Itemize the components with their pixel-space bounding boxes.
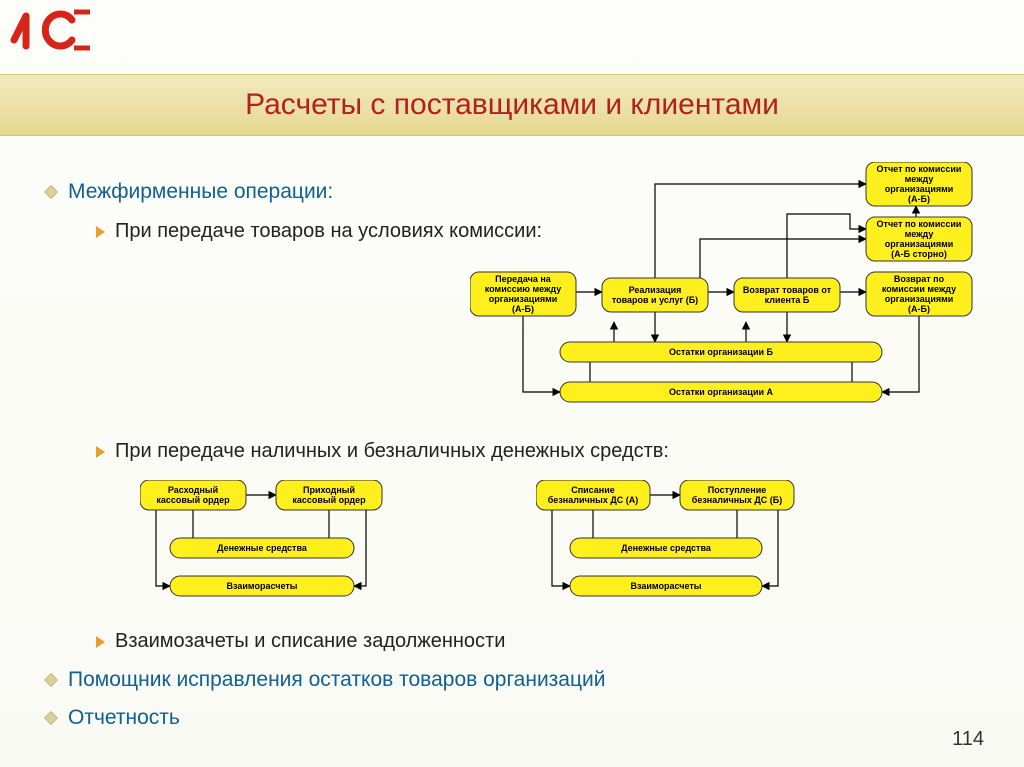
svg-text:Отчет по комиссии: Отчет по комиссии [877,164,962,174]
svg-text:клиента Б: клиента Б [765,295,810,305]
svg-text:комиссию между: комиссию между [485,284,561,294]
svg-text:(А-Б сторно): (А-Б сторно) [891,249,947,259]
logo-1c [10,6,92,59]
svg-text:Денежные средства: Денежные средства [621,543,712,553]
bullet-l2-vzaimozachety: Взаимозачеты и списание задолженности [96,630,505,653]
svg-text:между: между [905,174,934,184]
bullet-l1-mezhform: Межфирменные операции: [46,180,333,204]
svg-text:организациями: организациями [885,294,954,304]
svg-text:кассовый ордер: кассовый ордер [156,495,230,505]
svg-text:Поступление: Поступление [708,485,767,495]
svg-text:Возврат товаров от: Возврат товаров от [743,285,832,295]
svg-text:Списание: Списание [571,485,615,495]
svg-text:Приходный: Приходный [303,485,355,495]
svg-text:Расходный: Расходный [168,485,218,495]
svg-text:(А-Б): (А-Б) [512,304,534,314]
svg-text:организациями: организациями [489,294,558,304]
svg-text:Остатки организации Б: Остатки организации Б [669,347,774,357]
svg-text:между: между [905,229,934,239]
bullet-l1-pomoshnik: Помощник исправления остатков товаров ор… [46,668,605,692]
flowchart-cash: Расходныйкассовый ордерПриходныйкассовый… [140,480,400,605]
svg-text:организациями: организациями [885,184,954,194]
svg-text:Возврат по: Возврат по [894,274,945,284]
svg-text:безналичных ДС (Б): безналичных ДС (Б) [692,495,782,505]
page-title: Расчеты с поставщиками и клиентами [245,88,779,122]
page-number: 114 [952,728,984,751]
svg-text:Реализация: Реализация [629,285,682,295]
svg-text:(А-Б): (А-Б) [908,304,930,314]
flowchart-noncash: Списаниебезналичных ДС (А) Поступлениебез… [536,480,808,605]
title-band: Расчеты с поставщиками и клиентами [0,74,1024,136]
svg-text:Остатки организации А: Остатки организации А [669,387,774,397]
svg-text:Денежные средства: Денежные средства [217,543,308,553]
svg-text:кассовый ордер: кассовый ордер [292,495,366,505]
svg-text:безналичных ДС (А): безналичных ДС (А) [548,495,639,505]
bullet-l2-denezhnyh: При передаче наличных и безналичных дене… [96,440,669,463]
svg-text:Отчет по комиссии: Отчет по комиссии [877,219,962,229]
svg-text:организациями: организациями [885,239,954,249]
bullet-l1-otchetnost: Отчетность [46,706,180,730]
flowchart-komissii: Передача накомиссию междуорганизациями(А… [470,162,990,412]
svg-text:Взаиморасчеты: Взаиморасчеты [227,581,298,591]
svg-text:Передача на: Передача на [495,274,552,284]
svg-text:комиссии между: комиссии между [882,284,956,294]
svg-text:Взаиморасчеты: Взаиморасчеты [631,581,702,591]
svg-text:(А-Б): (А-Б) [908,194,930,204]
svg-text:товаров и услуг (Б): товаров и услуг (Б) [612,295,698,305]
